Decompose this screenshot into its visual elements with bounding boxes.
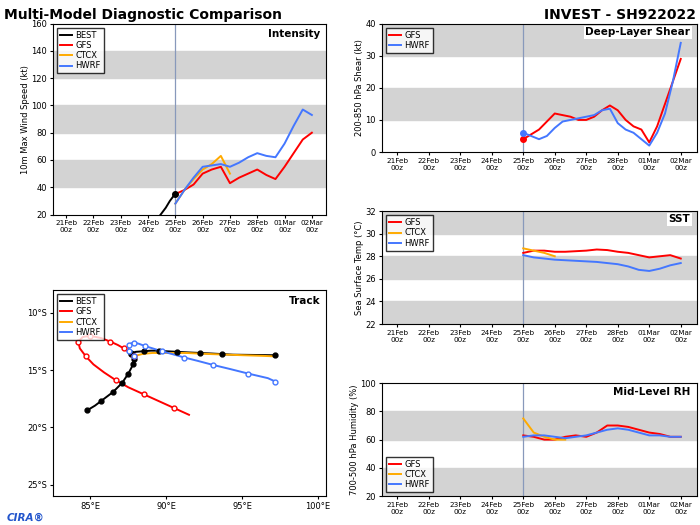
Legend: GFS, HWRF: GFS, HWRF — [386, 28, 433, 53]
Text: Track: Track — [288, 296, 320, 306]
Text: Multi-Model Diagnostic Comparison: Multi-Model Diagnostic Comparison — [4, 8, 281, 22]
Legend: GFS, CTCX, HWRF: GFS, CTCX, HWRF — [386, 215, 433, 250]
Y-axis label: Sea Surface Temp (°C): Sea Surface Temp (°C) — [355, 220, 364, 315]
Bar — [382, 24, 696, 56]
Text: Intensity: Intensity — [268, 29, 320, 39]
Text: SST: SST — [668, 215, 690, 225]
Y-axis label: 10m Max Wind Speed (kt): 10m Max Wind Speed (kt) — [21, 65, 29, 173]
Text: INVEST - SH922022: INVEST - SH922022 — [545, 8, 696, 22]
Y-axis label: 700-500 hPa Humidity (%): 700-500 hPa Humidity (%) — [350, 384, 359, 495]
Text: Mid-Level RH: Mid-Level RH — [612, 386, 690, 396]
Bar — [52, 106, 326, 133]
Bar — [382, 301, 696, 324]
Legend: BEST, GFS, CTCX, HWRF: BEST, GFS, CTCX, HWRF — [57, 28, 104, 74]
Legend: GFS, CTCX, HWRF: GFS, CTCX, HWRF — [386, 457, 433, 492]
Bar — [382, 412, 696, 439]
Y-axis label: 200-850 hPa Shear (kt): 200-850 hPa Shear (kt) — [355, 39, 364, 136]
Bar — [382, 256, 696, 279]
Bar — [382, 468, 696, 496]
Bar — [382, 211, 696, 234]
Legend: BEST, GFS, CTCX, HWRF: BEST, GFS, CTCX, HWRF — [57, 294, 104, 340]
Text: CIRA®: CIRA® — [7, 512, 45, 522]
Bar — [52, 51, 326, 78]
Text: Deep-Layer Shear: Deep-Layer Shear — [585, 27, 690, 37]
Bar — [382, 88, 696, 120]
Bar — [52, 160, 326, 187]
